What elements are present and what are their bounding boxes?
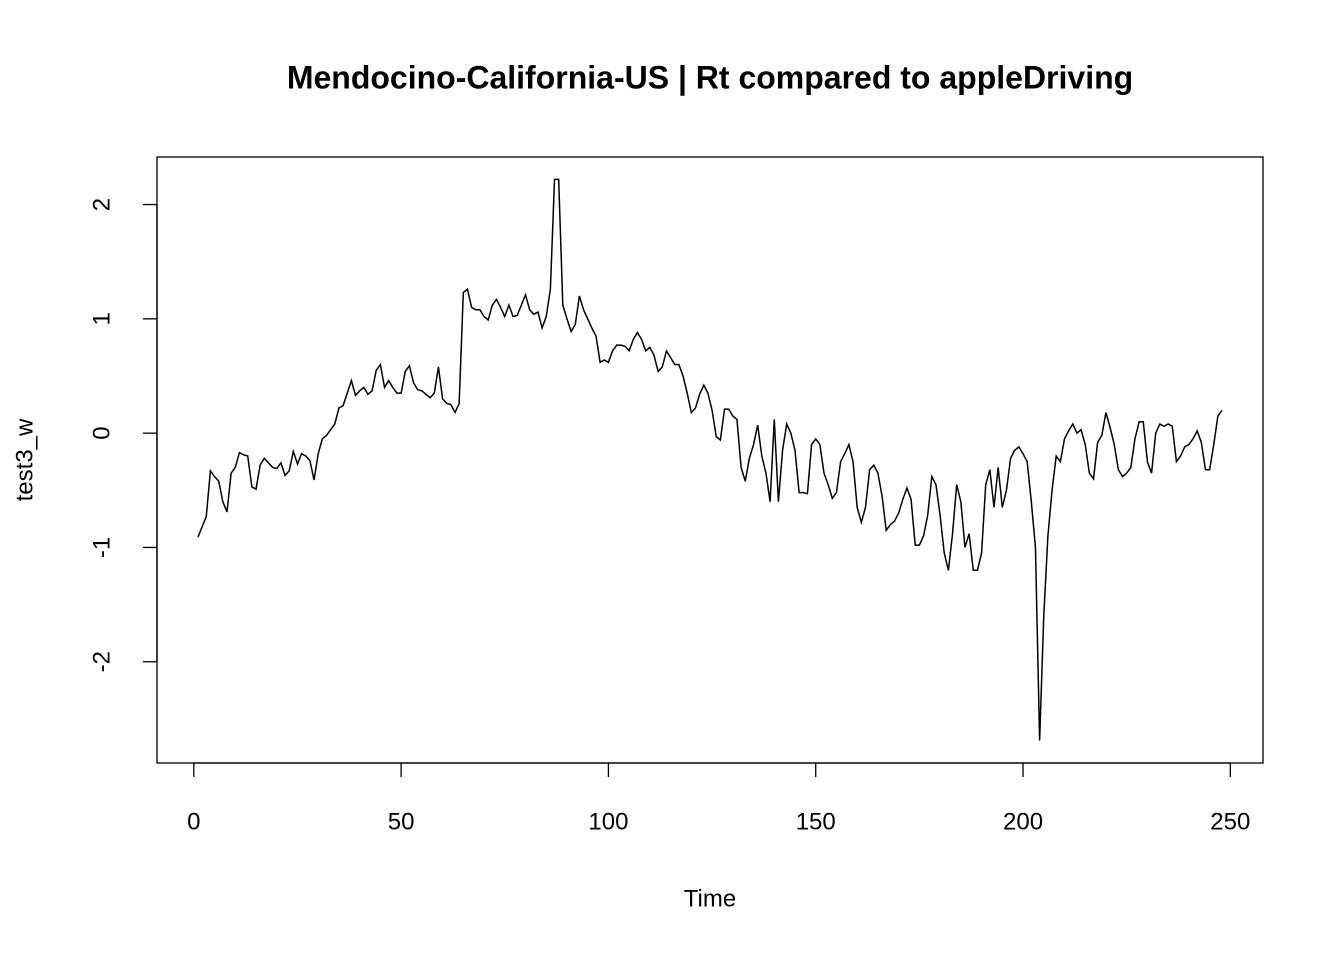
x-tick-label: 0 [187,808,200,835]
y-tick-label: 1 [88,312,115,325]
x-tick-label: 50 [388,808,415,835]
x-tick-label: 100 [588,808,628,835]
y-tick-label: -1 [88,537,115,558]
y-tick-label: -2 [88,651,115,672]
y-axis-label: test3_w [11,418,38,501]
x-tick-label: 250 [1210,808,1250,835]
chart-title: Mendocino-California-US | Rt compared to… [287,59,1133,95]
x-tick-label: 150 [796,808,836,835]
y-tick-label: 2 [88,198,115,211]
x-tick-label: 200 [1003,808,1043,835]
data-line [197,178,1223,741]
plot-box [156,156,1264,764]
y-tick-label: 0 [88,426,115,439]
x-axis-label: Time [684,885,736,912]
